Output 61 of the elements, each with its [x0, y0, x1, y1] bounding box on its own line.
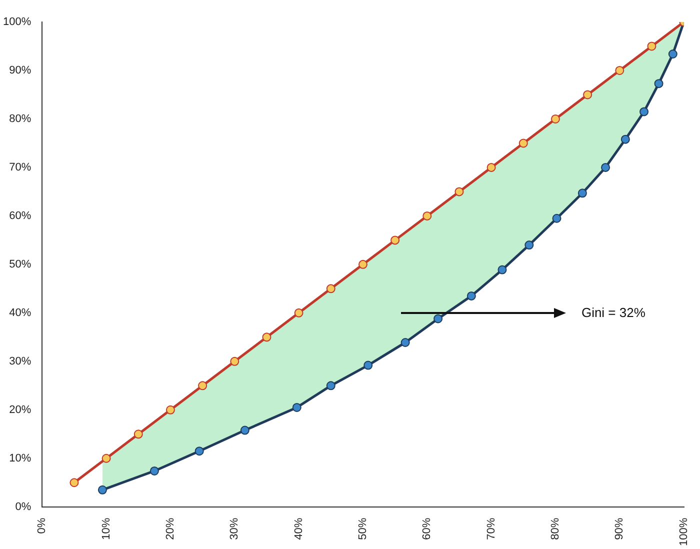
- y-tick-label: 0%: [15, 500, 32, 513]
- point: [390, 236, 400, 245]
- point: [134, 430, 143, 439]
- y-tick-label: 20%: [9, 404, 32, 416]
- point: [292, 402, 302, 412]
- point: [615, 66, 624, 75]
- point: [326, 381, 336, 390]
- point: [400, 338, 410, 347]
- point: [262, 332, 272, 342]
- point: [434, 314, 443, 324]
- point: [70, 478, 79, 488]
- x-tick-label: 100%: [678, 518, 690, 546]
- point: [640, 107, 649, 116]
- point: [230, 356, 240, 366]
- y-tick-label: 70%: [9, 161, 32, 174]
- y-tick-label: 80%: [9, 113, 32, 126]
- x-tick-label: 60%: [421, 518, 434, 540]
- point: [466, 291, 476, 300]
- point: [150, 466, 159, 476]
- point: [578, 188, 587, 198]
- point: [486, 162, 496, 172]
- annotation: Gini = 32%: [581, 304, 646, 320]
- x-tick-label: 20%: [164, 518, 176, 540]
- y-tick-label: 60%: [9, 210, 32, 222]
- x-tick-label: 50%: [357, 518, 369, 540]
- point: [364, 360, 373, 370]
- point: [294, 308, 304, 318]
- y-tick-label: 40%: [9, 306, 32, 319]
- x-tick-label: 30%: [228, 518, 241, 540]
- point: [326, 284, 336, 294]
- x-tick-label: 40%: [292, 518, 305, 540]
- point: [668, 50, 678, 58]
- point: [98, 485, 107, 494]
- point: [198, 381, 208, 390]
- point: [102, 454, 111, 463]
- point: [583, 90, 592, 100]
- x-tick-label: 80%: [550, 518, 562, 540]
- x-tick-label: 70%: [485, 518, 498, 540]
- point: [620, 134, 630, 144]
- point: [518, 138, 528, 148]
- y-tick-label: 50%: [9, 258, 32, 270]
- point: [240, 426, 250, 435]
- point: [601, 162, 610, 172]
- x-tick-label: 90%: [614, 518, 626, 540]
- point: [647, 42, 656, 51]
- point: [498, 265, 507, 274]
- y-tick-label: 90%: [9, 64, 32, 77]
- x-tick-label: 0%: [36, 518, 48, 534]
- point: [422, 211, 432, 220]
- y-tick-label: 10%: [9, 452, 32, 464]
- y-tick-label: 100%: [2, 16, 32, 28]
- x-tick-label: 10%: [100, 518, 112, 540]
- point: [358, 260, 368, 269]
- point: [654, 79, 664, 88]
- point: [552, 214, 562, 223]
- point: [166, 405, 175, 414]
- point: [550, 114, 560, 124]
- y-tick-label: 30%: [9, 355, 32, 368]
- point: [454, 187, 464, 196]
- point: [524, 240, 534, 250]
- point: [194, 446, 204, 456]
